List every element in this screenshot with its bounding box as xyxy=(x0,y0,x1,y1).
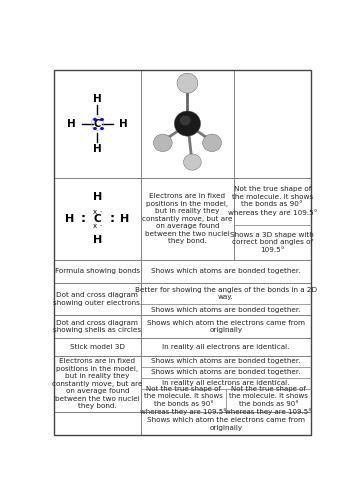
Text: Shows which atoms are bonded together.: Shows which atoms are bonded together. xyxy=(151,306,301,312)
FancyBboxPatch shape xyxy=(54,178,141,260)
FancyBboxPatch shape xyxy=(141,412,311,436)
Text: Dot and cross diagram
showing outer electrons.: Dot and cross diagram showing outer elec… xyxy=(53,292,142,306)
Text: H: H xyxy=(120,214,130,224)
FancyBboxPatch shape xyxy=(141,283,311,315)
FancyBboxPatch shape xyxy=(54,338,141,355)
FancyBboxPatch shape xyxy=(234,70,311,178)
Text: H: H xyxy=(93,235,102,245)
Text: Shows a 3D shape with
correct bond angles of
109.5°: Shows a 3D shape with correct bond angle… xyxy=(231,232,314,252)
Text: Shows which atom the electrons came from
originally: Shows which atom the electrons came from… xyxy=(147,320,305,334)
Text: Not the true shape of
the molecule. It shows
the bonds as 90°
whereas they are 1: Not the true shape of the molecule. It s… xyxy=(140,386,227,416)
Text: Shows which atoms are bonded together.: Shows which atoms are bonded together. xyxy=(151,268,301,274)
FancyBboxPatch shape xyxy=(141,315,311,338)
Text: Shows which atoms are bonded together.: Shows which atoms are bonded together. xyxy=(151,358,301,364)
FancyBboxPatch shape xyxy=(141,70,234,178)
Text: ·: · xyxy=(99,208,101,214)
FancyBboxPatch shape xyxy=(141,338,311,355)
Text: Formula showing bonds: Formula showing bonds xyxy=(55,268,140,274)
Text: H: H xyxy=(93,144,102,154)
Text: Not the true shape of
the molecule. It shows
the bonds as 90°
whereas they are 1: Not the true shape of the molecule. It s… xyxy=(225,386,312,416)
FancyBboxPatch shape xyxy=(54,412,141,436)
Ellipse shape xyxy=(177,73,198,93)
Text: x: x xyxy=(93,208,97,214)
Ellipse shape xyxy=(180,116,191,125)
Ellipse shape xyxy=(154,134,172,152)
Text: Not the true shape of
the molecule. It shows
the bonds as 90°
whereas they are 1: Not the true shape of the molecule. It s… xyxy=(228,186,317,216)
Text: H: H xyxy=(93,192,102,202)
Text: Better for showing the angles of the bonds in a 2D
way.: Better for showing the angles of the bon… xyxy=(135,287,317,300)
Text: In reality all electrons are identical.: In reality all electrons are identical. xyxy=(162,380,290,386)
Ellipse shape xyxy=(174,111,201,136)
Text: :: : xyxy=(80,212,85,225)
Text: x: x xyxy=(93,222,97,228)
Text: H: H xyxy=(65,214,75,224)
Text: H: H xyxy=(67,118,76,128)
Ellipse shape xyxy=(203,134,221,152)
FancyBboxPatch shape xyxy=(234,178,311,260)
FancyBboxPatch shape xyxy=(141,260,311,283)
Ellipse shape xyxy=(184,154,201,170)
FancyBboxPatch shape xyxy=(54,70,141,178)
Text: Shows which atom the electrons came from
originally: Shows which atom the electrons came from… xyxy=(147,417,305,430)
Text: Electrons are in fixed
positions in the model,
but in reality they
constantly mo: Electrons are in fixed positions in the … xyxy=(142,193,233,244)
Text: Shows which atoms are bonded together.: Shows which atoms are bonded together. xyxy=(151,369,301,375)
Text: H: H xyxy=(119,118,128,128)
Text: ·: · xyxy=(99,222,101,228)
Text: Electrons are in fixed
positions in the model,
but in reality they
constantly mo: Electrons are in fixed positions in the … xyxy=(52,358,143,410)
Text: In reality all electrons are identical.: In reality all electrons are identical. xyxy=(162,344,290,350)
Text: :: : xyxy=(109,212,114,225)
Text: Dot and cross diagram
showing shells as circles: Dot and cross diagram showing shells as … xyxy=(53,320,142,334)
FancyBboxPatch shape xyxy=(54,315,141,338)
Text: C: C xyxy=(94,214,101,224)
FancyBboxPatch shape xyxy=(141,356,311,412)
Text: C: C xyxy=(94,118,101,128)
Text: Stick model 3D: Stick model 3D xyxy=(70,344,125,350)
FancyBboxPatch shape xyxy=(54,283,141,315)
FancyBboxPatch shape xyxy=(54,356,141,412)
Text: H: H xyxy=(93,94,102,104)
FancyBboxPatch shape xyxy=(54,260,141,283)
FancyBboxPatch shape xyxy=(141,178,234,260)
